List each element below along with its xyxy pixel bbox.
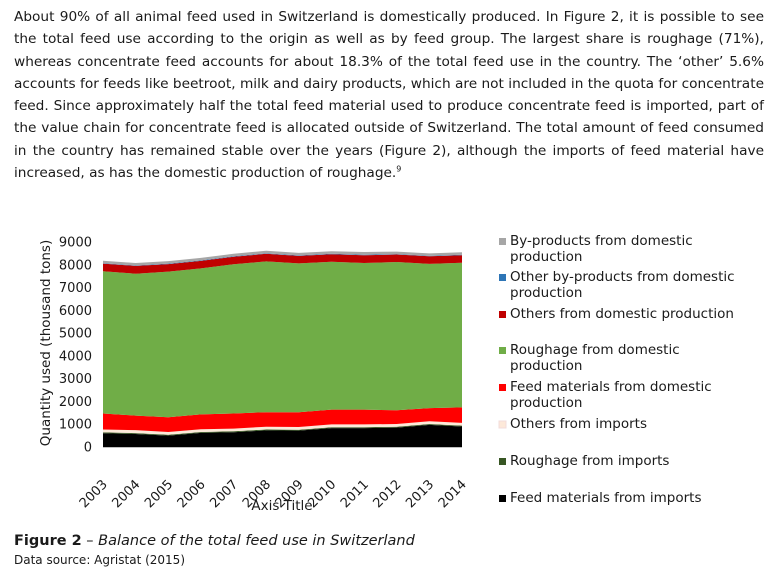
x-tick-label: 2011 [338, 477, 372, 511]
x-tick-label: 2003 [77, 477, 111, 511]
legend-label-continued: production [510, 358, 583, 374]
legend-swatch [499, 347, 506, 354]
y-tick-label: 7000 [59, 281, 92, 296]
caption-text: Balance of the total feed use in Switzer… [98, 533, 415, 549]
legend-label: Roughage from imports [510, 453, 669, 469]
y-tick-label: 8000 [59, 258, 92, 273]
y-tick-label: 1000 [59, 418, 92, 433]
area-series-2 [103, 424, 462, 436]
legend-label-continued: production [510, 395, 583, 411]
caption-separator: – [81, 533, 99, 549]
x-tick-label: 2012 [371, 477, 405, 511]
legend-swatch [499, 311, 506, 318]
legend-label-continued: production [510, 285, 583, 301]
legend-label: Roughage from domestic [510, 342, 680, 358]
legend-swatch [499, 495, 506, 502]
legend-swatch [499, 458, 506, 465]
y-tick-label: 2000 [59, 395, 92, 410]
legend-label: Others from imports [510, 416, 647, 432]
x-tick-label: 2005 [142, 477, 176, 511]
area-series-6 [103, 253, 462, 274]
area-series-5 [103, 261, 462, 418]
legend-label: Feed materials from imports [510, 490, 702, 506]
y-tick-label: 4000 [59, 349, 92, 364]
area-series-4 [103, 407, 462, 432]
legend-label: Others from domestic production [510, 306, 734, 322]
y-tick-label: 6000 [59, 304, 92, 319]
x-tick-label: 2004 [109, 477, 143, 511]
legend-swatch [499, 238, 506, 245]
footnote-marker: 9 [396, 164, 402, 174]
area-series-3 [103, 421, 462, 435]
body-paragraph-text: About 90% of all animal feed used in Swi… [14, 9, 764, 182]
x-tick-label: 2013 [403, 477, 437, 511]
y-tick-label: 0 [84, 441, 92, 456]
data-source: Data source: Agristat (2015) [14, 553, 185, 567]
y-axis-title: Quantity used (thousand tons) [38, 240, 54, 446]
y-tick-label: 3000 [59, 372, 92, 387]
x-tick-label: 2006 [175, 477, 209, 511]
legend-swatch [499, 384, 506, 391]
y-tick-label: 5000 [59, 327, 92, 342]
area-series-1 [103, 424, 462, 447]
legend-label: Feed materials from domestic [510, 379, 712, 395]
body-paragraph: About 90% of all animal feed used in Swi… [14, 6, 764, 184]
legend-swatch [499, 274, 506, 281]
chart-legend: By-products from domesticproductionOther… [498, 233, 735, 506]
legend-label-continued: production [510, 249, 583, 265]
legend-label: By-products from domestic [510, 233, 693, 249]
figure-label: Figure 2 [14, 533, 82, 549]
legend-swatch [498, 420, 507, 429]
figure-caption: Figure 2 – Balance of the total feed use… [14, 533, 415, 549]
x-tick-label: 2007 [207, 477, 241, 511]
y-tick-label: 9000 [59, 236, 92, 251]
chart-areas [103, 250, 462, 447]
feed-balance-chart: 0 1000 2000 3000 4000 5000 6000 7000 8000 9000 20… [38, 233, 735, 514]
legend-label: Other by-products from domestic [510, 269, 735, 285]
x-axis-title: Axis Title [251, 498, 312, 514]
area-series-8 [103, 250, 462, 266]
x-tick-label: 2014 [436, 477, 470, 511]
y-axis: 0 1000 2000 3000 4000 5000 6000 7000 8000 9000 [59, 236, 92, 456]
